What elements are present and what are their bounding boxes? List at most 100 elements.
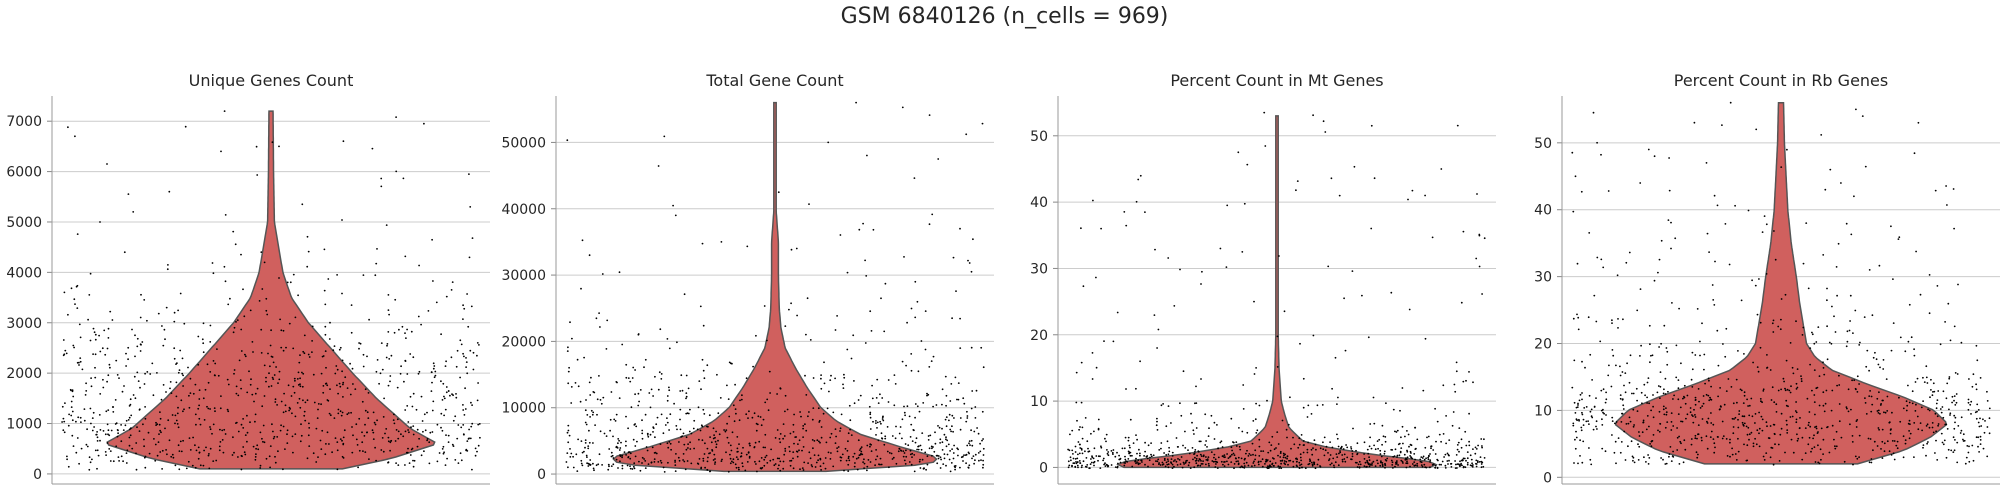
data-point [981,410,984,413]
data-point [1967,451,1970,454]
data-point [1908,303,1911,306]
data-point [863,458,865,461]
data-point [801,449,803,452]
data-point [1913,354,1916,357]
data-point [1313,439,1316,442]
data-point [920,340,923,342]
data-point [1928,274,1931,276]
data-point [879,457,882,460]
data-point [1299,456,1302,459]
data-point [949,400,952,402]
data-point [214,374,216,377]
data-point [197,335,200,338]
data-point [227,303,230,306]
data-point [698,438,700,441]
data-point [1967,408,1970,411]
data-point [1182,370,1185,373]
data-point [847,432,850,435]
data-point [390,440,393,442]
data-point [946,439,949,442]
data-point [1593,405,1596,408]
data-point [1670,460,1673,462]
data-point [1104,437,1106,440]
data-point [199,423,202,426]
data-point [1814,413,1816,416]
data-point [799,411,801,413]
data-point [308,422,310,425]
data-point [91,429,94,432]
data-point [1646,415,1649,417]
data-point [1731,447,1733,450]
data-point [907,444,910,447]
data-point [1858,383,1860,385]
data-point [735,456,738,458]
data-point [1086,464,1089,466]
data-point [1851,435,1854,437]
data-point [91,417,94,419]
data-point [1910,336,1913,339]
data-point [945,394,948,397]
data-point [820,387,823,390]
data-point [172,456,175,459]
data-point [165,449,168,451]
data-point [1081,452,1084,455]
data-point [1454,467,1457,469]
data-point [1957,425,1960,427]
data-point [1207,462,1210,465]
data-point [221,429,224,432]
data-point [980,346,983,349]
data-point [1165,454,1168,456]
data-point [263,441,266,444]
data-point [178,369,181,371]
data-point [1763,459,1766,461]
data-point [1909,423,1911,426]
panel-2-title: Total Gene Count [705,71,843,90]
data-point [96,449,99,452]
data-point [685,392,688,394]
data-point [1581,413,1584,416]
data-point [857,439,860,442]
data-point [1937,390,1940,392]
data-point [619,447,622,449]
data-point [460,459,463,462]
data-point [1448,459,1450,462]
data-point [859,394,862,397]
data-point [336,441,339,443]
data-point [1762,388,1765,391]
data-point [1223,456,1226,459]
data-point [962,460,964,462]
data-point [715,430,717,433]
data-point [1648,425,1650,428]
data-point [1614,422,1616,425]
data-point [1726,455,1729,457]
data-point [1316,404,1319,407]
data-point [1359,463,1362,466]
data-point [1717,395,1719,398]
data-point [128,405,131,407]
data-point [1755,443,1758,446]
data-point [1713,304,1716,306]
data-point [1157,328,1160,331]
data-point [924,348,927,351]
data-point [965,453,968,456]
data-point [1954,372,1957,374]
data-point [1935,407,1938,410]
data-point [738,468,740,471]
data-point [1396,454,1399,457]
data-point [1214,458,1217,461]
data-point [407,429,409,431]
data-point [383,397,385,400]
data-point [1675,376,1678,379]
data-point [1599,340,1602,343]
data-point [411,447,414,450]
data-point [1124,458,1127,461]
data-point [1710,385,1712,388]
data-point [1460,438,1463,441]
data-point [187,460,190,463]
data-point [144,406,147,408]
data-point [1124,462,1127,464]
data-point [90,377,92,379]
data-point [1868,395,1871,397]
data-point [164,338,166,341]
data-point [455,393,457,395]
